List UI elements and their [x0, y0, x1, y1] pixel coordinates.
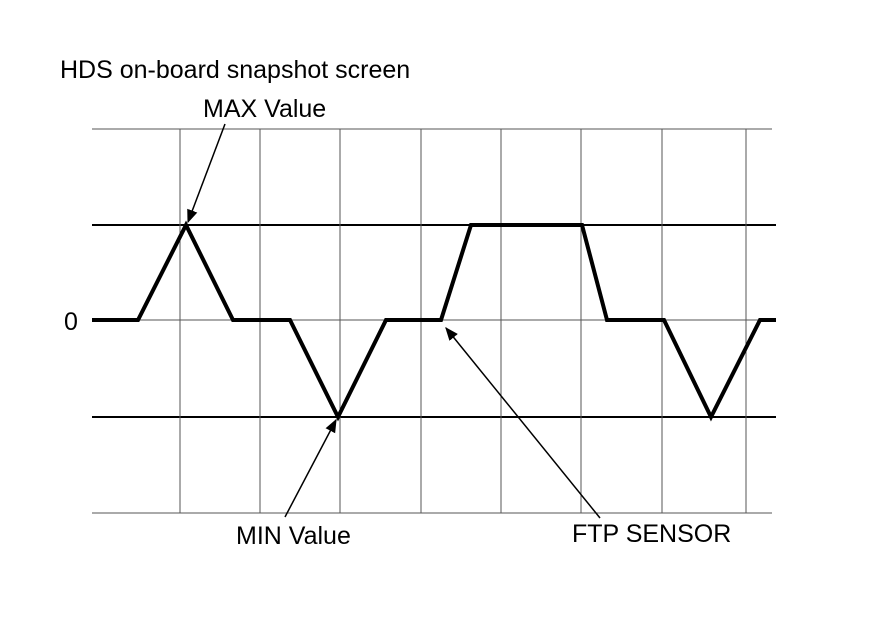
min-label: MIN Value — [236, 522, 351, 550]
zero-label: 0 — [64, 308, 78, 336]
min-arrow — [284, 418, 337, 518]
sensor-arrow — [445, 326, 601, 519]
title: HDS on-board snapshot screen — [60, 56, 410, 84]
sensor-label: FTP SENSOR — [572, 520, 731, 548]
max-arrow — [187, 123, 226, 224]
waveform — [92, 220, 776, 422]
max-label: MAX Value — [203, 95, 326, 123]
grid — [92, 128, 776, 514]
